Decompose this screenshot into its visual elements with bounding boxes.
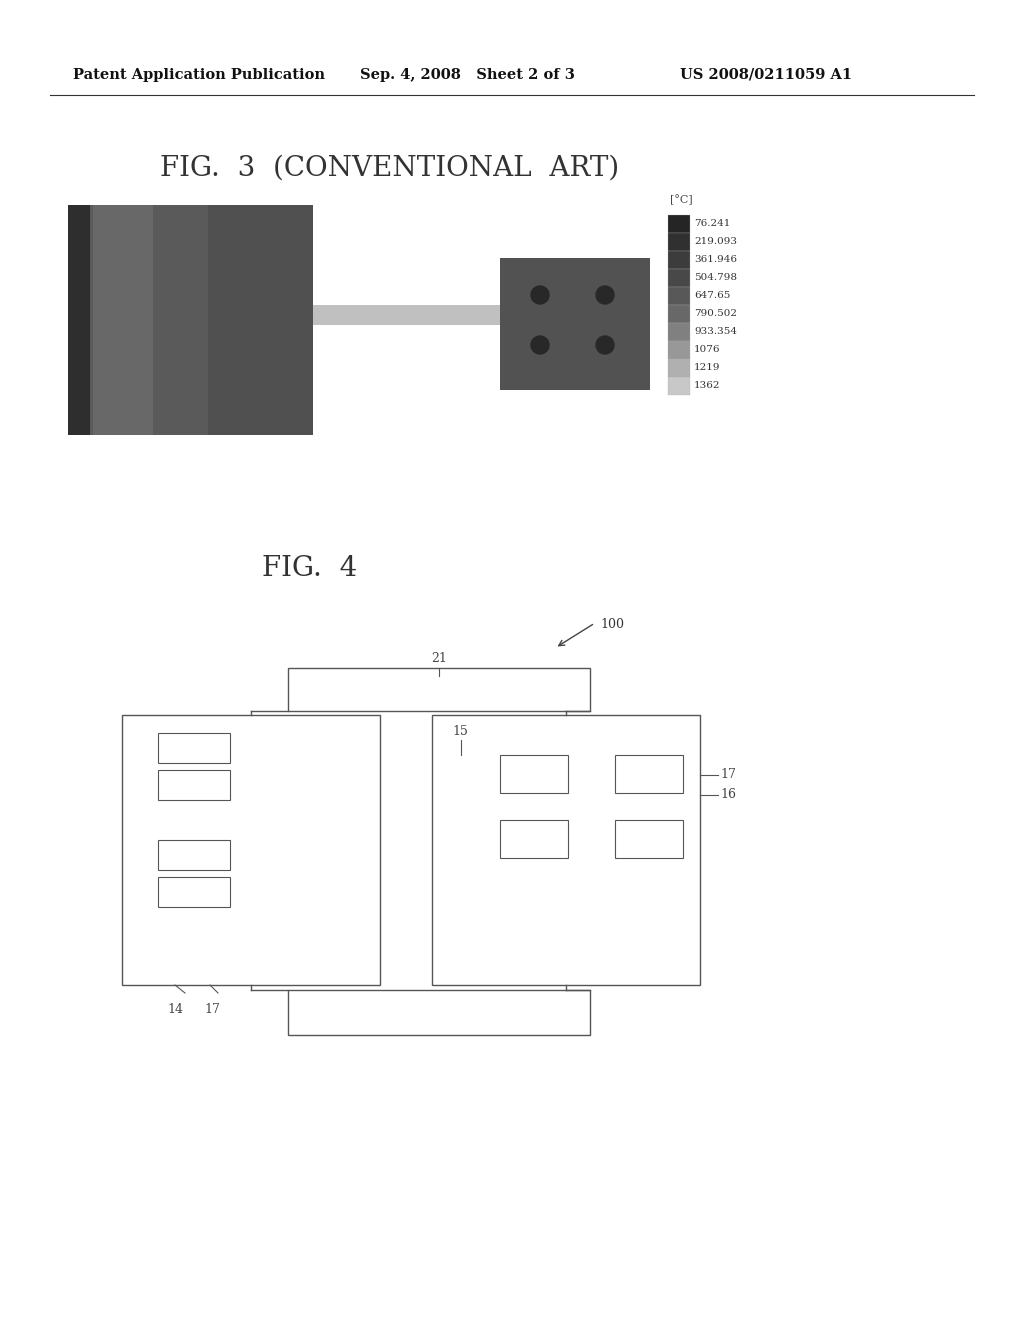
Bar [93, 205, 153, 436]
Circle shape [596, 286, 614, 304]
Bar [313, 305, 500, 325]
Circle shape [531, 286, 549, 304]
Bar [432, 715, 700, 985]
Bar [668, 359, 690, 378]
Bar [158, 876, 230, 907]
Text: [°C]: [°C] [670, 194, 693, 205]
Text: 17: 17 [720, 768, 736, 781]
Bar [288, 990, 590, 1035]
Text: 14: 14 [167, 1003, 183, 1016]
Bar [158, 733, 230, 763]
Text: 647.65: 647.65 [694, 292, 730, 301]
Bar [122, 715, 380, 985]
Bar [668, 341, 690, 359]
Text: 17: 17 [204, 1003, 220, 1016]
Bar [500, 820, 568, 858]
Bar [68, 205, 90, 436]
Bar [615, 755, 683, 793]
Text: Sep. 4, 2008   Sheet 2 of 3: Sep. 4, 2008 Sheet 2 of 3 [360, 69, 574, 82]
Bar [208, 205, 313, 436]
Circle shape [531, 337, 549, 354]
Text: 21: 21 [431, 652, 446, 665]
Text: 504.798: 504.798 [694, 273, 737, 282]
Text: 790.502: 790.502 [694, 309, 737, 318]
Text: 100: 100 [600, 618, 624, 631]
Bar [668, 286, 690, 305]
Text: 933.354: 933.354 [694, 327, 737, 337]
Bar [668, 378, 690, 395]
Text: US 2008/0211059 A1: US 2008/0211059 A1 [680, 69, 852, 82]
Text: 15: 15 [452, 725, 468, 738]
Bar [500, 257, 650, 389]
Text: Patent Application Publication: Patent Application Publication [73, 69, 325, 82]
Bar [668, 305, 690, 323]
Text: 1362: 1362 [694, 381, 721, 391]
Text: 361.946: 361.946 [694, 256, 737, 264]
Bar [668, 234, 690, 251]
Bar [668, 215, 690, 234]
Text: 76.241: 76.241 [694, 219, 730, 228]
Text: 1219: 1219 [694, 363, 721, 372]
Bar [668, 323, 690, 341]
Text: 219.093: 219.093 [694, 238, 737, 247]
Bar [158, 840, 230, 870]
Text: 1076: 1076 [694, 346, 721, 355]
Bar [500, 755, 568, 793]
Bar [288, 668, 590, 711]
Bar [668, 251, 690, 269]
Text: FIG.  3  (CONVENTIONAL  ART): FIG. 3 (CONVENTIONAL ART) [161, 154, 620, 182]
Text: FIG.  4: FIG. 4 [262, 554, 357, 582]
Circle shape [596, 337, 614, 354]
Bar [158, 770, 230, 800]
Bar [615, 820, 683, 858]
Bar [68, 205, 313, 436]
Bar [668, 269, 690, 286]
Text: 16: 16 [720, 788, 736, 801]
